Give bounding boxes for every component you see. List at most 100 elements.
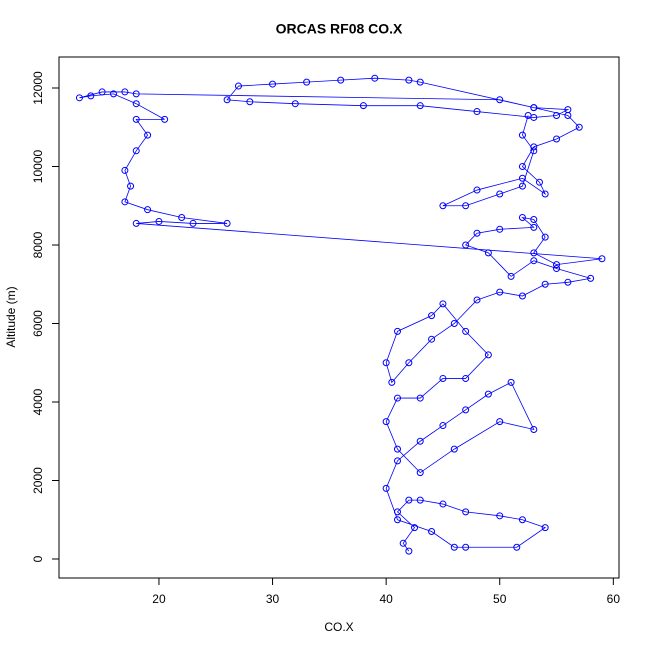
point	[382, 418, 390, 426]
point	[110, 90, 118, 98]
point	[416, 78, 424, 86]
point	[541, 190, 549, 198]
point	[178, 214, 186, 222]
point	[462, 241, 470, 249]
point	[359, 102, 367, 110]
point	[161, 115, 169, 123]
point	[189, 219, 197, 227]
point	[416, 437, 424, 445]
point	[132, 219, 140, 227]
point	[382, 484, 390, 492]
point	[462, 543, 470, 551]
point	[439, 422, 447, 430]
point	[530, 104, 538, 112]
point	[269, 80, 277, 88]
point	[473, 108, 481, 116]
point	[416, 496, 424, 504]
point	[337, 76, 345, 84]
point	[132, 90, 140, 98]
point	[393, 445, 401, 453]
point	[553, 265, 561, 273]
y-tick-label: 8000	[31, 231, 45, 258]
x-tick-label: 50	[493, 592, 507, 606]
point	[530, 147, 538, 155]
point	[382, 359, 390, 367]
point	[399, 539, 407, 547]
point	[518, 292, 526, 300]
point	[462, 406, 470, 414]
y-tick-label: 2000	[31, 467, 45, 494]
y-tick-label: 4000	[31, 388, 45, 415]
point	[541, 524, 549, 532]
point	[371, 74, 379, 82]
point	[388, 378, 396, 386]
point	[439, 374, 447, 382]
point	[530, 425, 538, 433]
point	[416, 469, 424, 477]
y-axis-label: Altitude (m)	[4, 286, 18, 347]
point	[87, 92, 95, 100]
point	[405, 496, 413, 504]
point	[484, 351, 492, 359]
point	[541, 233, 549, 241]
point	[121, 166, 129, 174]
point	[496, 190, 504, 198]
point	[303, 78, 311, 86]
point	[518, 163, 526, 171]
point	[223, 219, 231, 227]
y-tick-label: 10000	[31, 149, 45, 183]
point	[507, 378, 515, 386]
point	[473, 186, 481, 194]
point	[416, 102, 424, 110]
point	[155, 217, 163, 225]
point	[473, 229, 481, 237]
point	[405, 547, 413, 555]
point	[132, 115, 140, 123]
point	[530, 223, 538, 231]
point	[518, 182, 526, 190]
point	[575, 123, 583, 131]
point	[416, 394, 424, 402]
point	[246, 98, 254, 106]
point	[75, 94, 83, 102]
point	[405, 76, 413, 84]
point	[439, 202, 447, 210]
point	[450, 543, 458, 551]
point	[393, 457, 401, 465]
point	[507, 272, 515, 280]
x-tick-label: 40	[379, 592, 393, 606]
point	[462, 202, 470, 210]
point	[496, 418, 504, 426]
x-tick-label: 30	[266, 592, 280, 606]
point	[393, 394, 401, 402]
point	[496, 512, 504, 520]
point	[518, 516, 526, 524]
point	[518, 214, 526, 222]
point	[450, 320, 458, 328]
point	[393, 508, 401, 516]
point	[428, 312, 436, 320]
point	[530, 143, 538, 151]
point	[484, 390, 492, 398]
x-axis-label: CO.X	[324, 620, 353, 634]
point	[530, 249, 538, 257]
point	[428, 335, 436, 343]
point	[518, 131, 526, 139]
point	[496, 96, 504, 104]
point	[587, 274, 595, 282]
x-tick-label: 60	[607, 592, 621, 606]
point	[393, 516, 401, 524]
plot-frame	[58, 56, 620, 579]
point	[484, 249, 492, 257]
point	[530, 215, 538, 223]
point	[518, 174, 526, 182]
point	[496, 225, 504, 233]
point	[564, 111, 572, 119]
point	[223, 96, 231, 104]
series-line	[79, 77, 603, 552]
point	[541, 280, 549, 288]
point	[98, 88, 106, 96]
point	[411, 524, 419, 532]
point	[535, 178, 543, 186]
